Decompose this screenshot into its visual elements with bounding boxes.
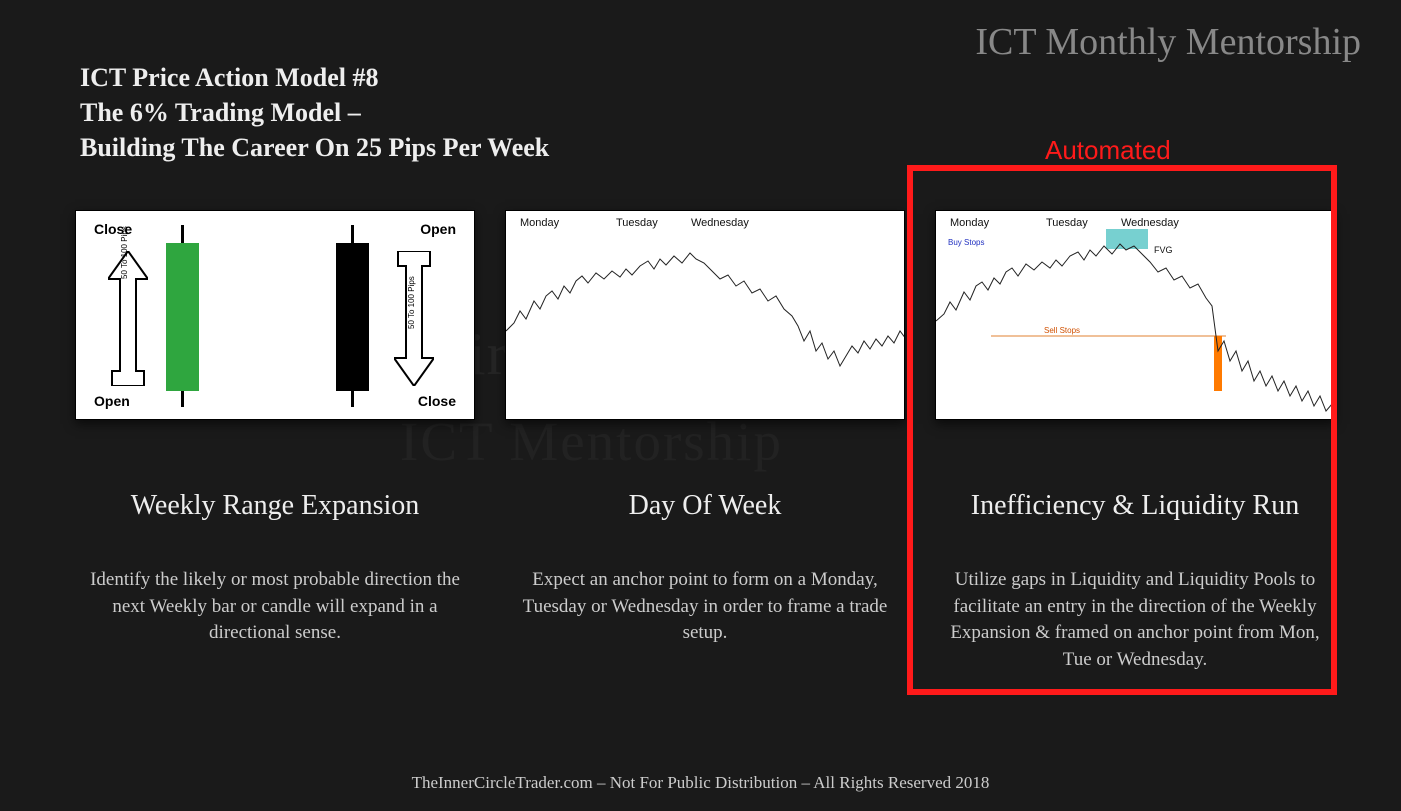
panel2-title: Day Of Week	[629, 490, 782, 522]
panel-day-of-week: Monday Tuesday Wednesday Day Of Week Exp…	[505, 210, 905, 673]
panels-row: Close Open 50 To 100 Pips Open Close 50 …	[75, 210, 1335, 673]
panel3-title: Inefficiency & Liquidity Run	[971, 490, 1299, 522]
panel3-desc: Utilize gaps in Liquidity and Liquidity …	[938, 567, 1333, 673]
panel1-title: Weekly Range Expansion	[131, 490, 420, 522]
black-candle-body	[336, 243, 369, 391]
panel-weekly-range: Close Open 50 To 100 Pips Open Close 50 …	[75, 210, 475, 673]
panel2-desc: Expect an anchor point to form on a Mond…	[508, 567, 903, 647]
header-brand: ICT Monthly Mentorship	[975, 20, 1361, 64]
title-line-1: ICT Price Action Model #8	[80, 60, 549, 95]
chart-inefficiency: Monday Tuesday Wednesday Buy Stops Sell …	[935, 210, 1335, 420]
price-line-chart-3	[936, 211, 1335, 420]
label-open-bottom: Open	[94, 393, 130, 409]
panel1-desc: Identify the likely or most probable dir…	[78, 567, 473, 647]
green-candle-body	[166, 243, 199, 391]
up-arrow-text: 50 To 100 Pips	[120, 226, 129, 279]
chart-weekly-candles: Close Open 50 To 100 Pips Open Close 50 …	[75, 210, 475, 420]
panel-inefficiency: Monday Tuesday Wednesday Buy Stops Sell …	[935, 210, 1335, 673]
label-close-bottom: Close	[418, 393, 456, 409]
chart-day-of-week: Monday Tuesday Wednesday	[505, 210, 905, 420]
price-line-chart	[506, 211, 905, 420]
title-line-2: The 6% Trading Model –	[80, 95, 549, 130]
automated-annotation: Automated	[1045, 135, 1171, 166]
slide-title: ICT Price Action Model #8 The 6% Trading…	[80, 60, 549, 165]
footer-text: TheInnerCircleTrader.com – Not For Publi…	[0, 773, 1401, 793]
label-open-top: Open	[420, 221, 456, 237]
down-arrow-text: 50 To 100 Pips	[407, 276, 416, 329]
title-line-3: Building The Career On 25 Pips Per Week	[80, 130, 549, 165]
